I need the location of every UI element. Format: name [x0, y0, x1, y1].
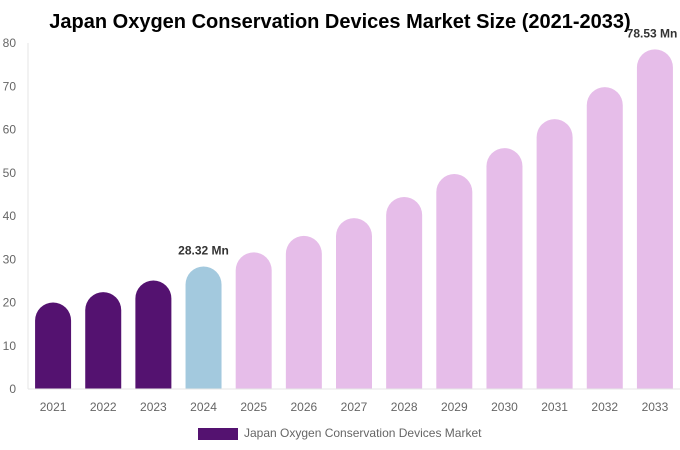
chart-title: Japan Oxygen Conservation Devices Market… [49, 11, 630, 33]
bar-2030[interactable] [486, 148, 523, 389]
y-tick-label: 20 [3, 296, 17, 310]
bar-2025[interactable] [235, 252, 272, 389]
x-tick-label: 2030 [491, 400, 518, 414]
bar-2031[interactable] [536, 119, 573, 389]
data-label: 78.53 Mn [627, 26, 678, 40]
bar-2021[interactable] [35, 302, 72, 389]
bar-2033[interactable] [636, 49, 673, 389]
x-tick-label: 2021 [40, 400, 67, 414]
x-tick-label: 2033 [642, 400, 669, 414]
bar-2022[interactable] [85, 292, 122, 389]
x-tick-label: 2027 [341, 400, 368, 414]
x-tick-label: 2024 [190, 400, 217, 414]
legend-label: Japan Oxygen Conservation Devices Market [244, 426, 482, 440]
x-tick-label: 2029 [441, 400, 468, 414]
y-tick-label: 60 [3, 123, 17, 137]
x-axis: 2021 2022 2023 2024 2025 2026 2027 2028 2029 2030… [28, 388, 680, 414]
y-tick-label: 30 [3, 252, 17, 266]
bar-2029[interactable] [436, 174, 473, 389]
bar-2027[interactable] [336, 218, 372, 389]
y-axis: 0 10 20 30 40 50 60 70 80 [3, 36, 29, 396]
legend-swatch [198, 428, 238, 440]
bar-2026[interactable] [285, 235, 322, 389]
y-tick-label: 80 [3, 36, 17, 50]
y-tick-label: 40 [3, 209, 17, 223]
x-tick-label: 2023 [140, 400, 167, 414]
legend[interactable]: Japan Oxygen Conservation Devices Market [198, 426, 482, 440]
bar-2023[interactable] [135, 280, 172, 389]
bar-2024[interactable] [185, 266, 222, 389]
x-tick-label: 2025 [240, 400, 267, 414]
x-tick-label: 2026 [290, 400, 317, 414]
x-tick-label: 2031 [541, 400, 568, 414]
y-tick-label: 70 [3, 79, 17, 93]
y-tick-label: 10 [3, 339, 17, 353]
x-tick-label: 2028 [391, 400, 418, 414]
y-tick-label: 0 [9, 382, 16, 396]
data-labels: 28.32 Mn 78.53 Mn [178, 26, 677, 257]
data-label: 28.32 Mn [178, 244, 229, 258]
bar-2032[interactable] [586, 87, 623, 390]
bar-2028[interactable] [386, 196, 423, 389]
y-tick-label: 50 [3, 166, 17, 180]
x-tick-label: 2032 [591, 400, 618, 414]
x-tick-label: 2022 [90, 400, 117, 414]
bars [35, 49, 673, 390]
